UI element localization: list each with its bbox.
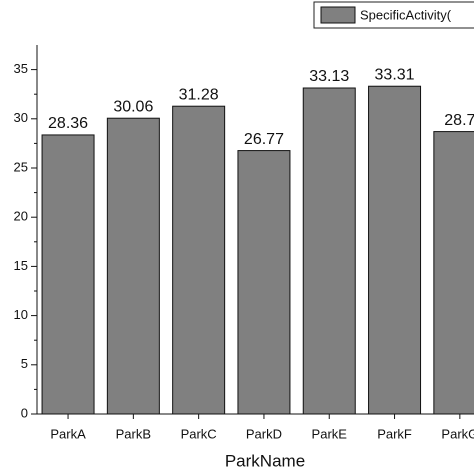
x-tick-label: ParkG: [441, 426, 474, 441]
y-tick-label: 5: [21, 356, 28, 371]
y-tick-label: 30: [14, 110, 28, 125]
value-label: 33.31: [375, 66, 415, 83]
x-tick-label: ParkA: [50, 426, 86, 441]
x-tick-label: ParkB: [116, 426, 151, 441]
y-tick-label: 10: [14, 307, 28, 322]
x-tick-label: ParkC: [181, 426, 217, 441]
bar: [106, 117, 160, 415]
y-tick-label: 35: [14, 61, 28, 76]
y-tick-label: 0: [21, 405, 28, 420]
value-label: 28.7: [444, 112, 474, 129]
bar: [433, 131, 474, 415]
bar: [368, 85, 422, 415]
legend-swatch: [320, 6, 356, 24]
legend-label: SpecificActivity(: [360, 7, 452, 22]
value-label: 26.77: [244, 131, 284, 148]
y-tick-label: 25: [14, 159, 28, 174]
y-tick-label: 20: [14, 209, 28, 224]
value-label: 30.06: [113, 98, 153, 115]
bar: [41, 134, 95, 415]
x-axis-title: ParkName: [225, 451, 305, 470]
bar: [302, 87, 356, 415]
value-label: 28.36: [48, 115, 88, 132]
x-tick-label: ParkD: [246, 426, 282, 441]
bar: [237, 150, 291, 415]
bar: [172, 105, 226, 415]
x-tick-label: ParkF: [377, 426, 412, 441]
x-tick-label: ParkE: [312, 426, 348, 441]
y-tick-label: 15: [14, 258, 28, 273]
value-label: 33.13: [309, 68, 349, 85]
value-label: 31.28: [179, 86, 219, 103]
